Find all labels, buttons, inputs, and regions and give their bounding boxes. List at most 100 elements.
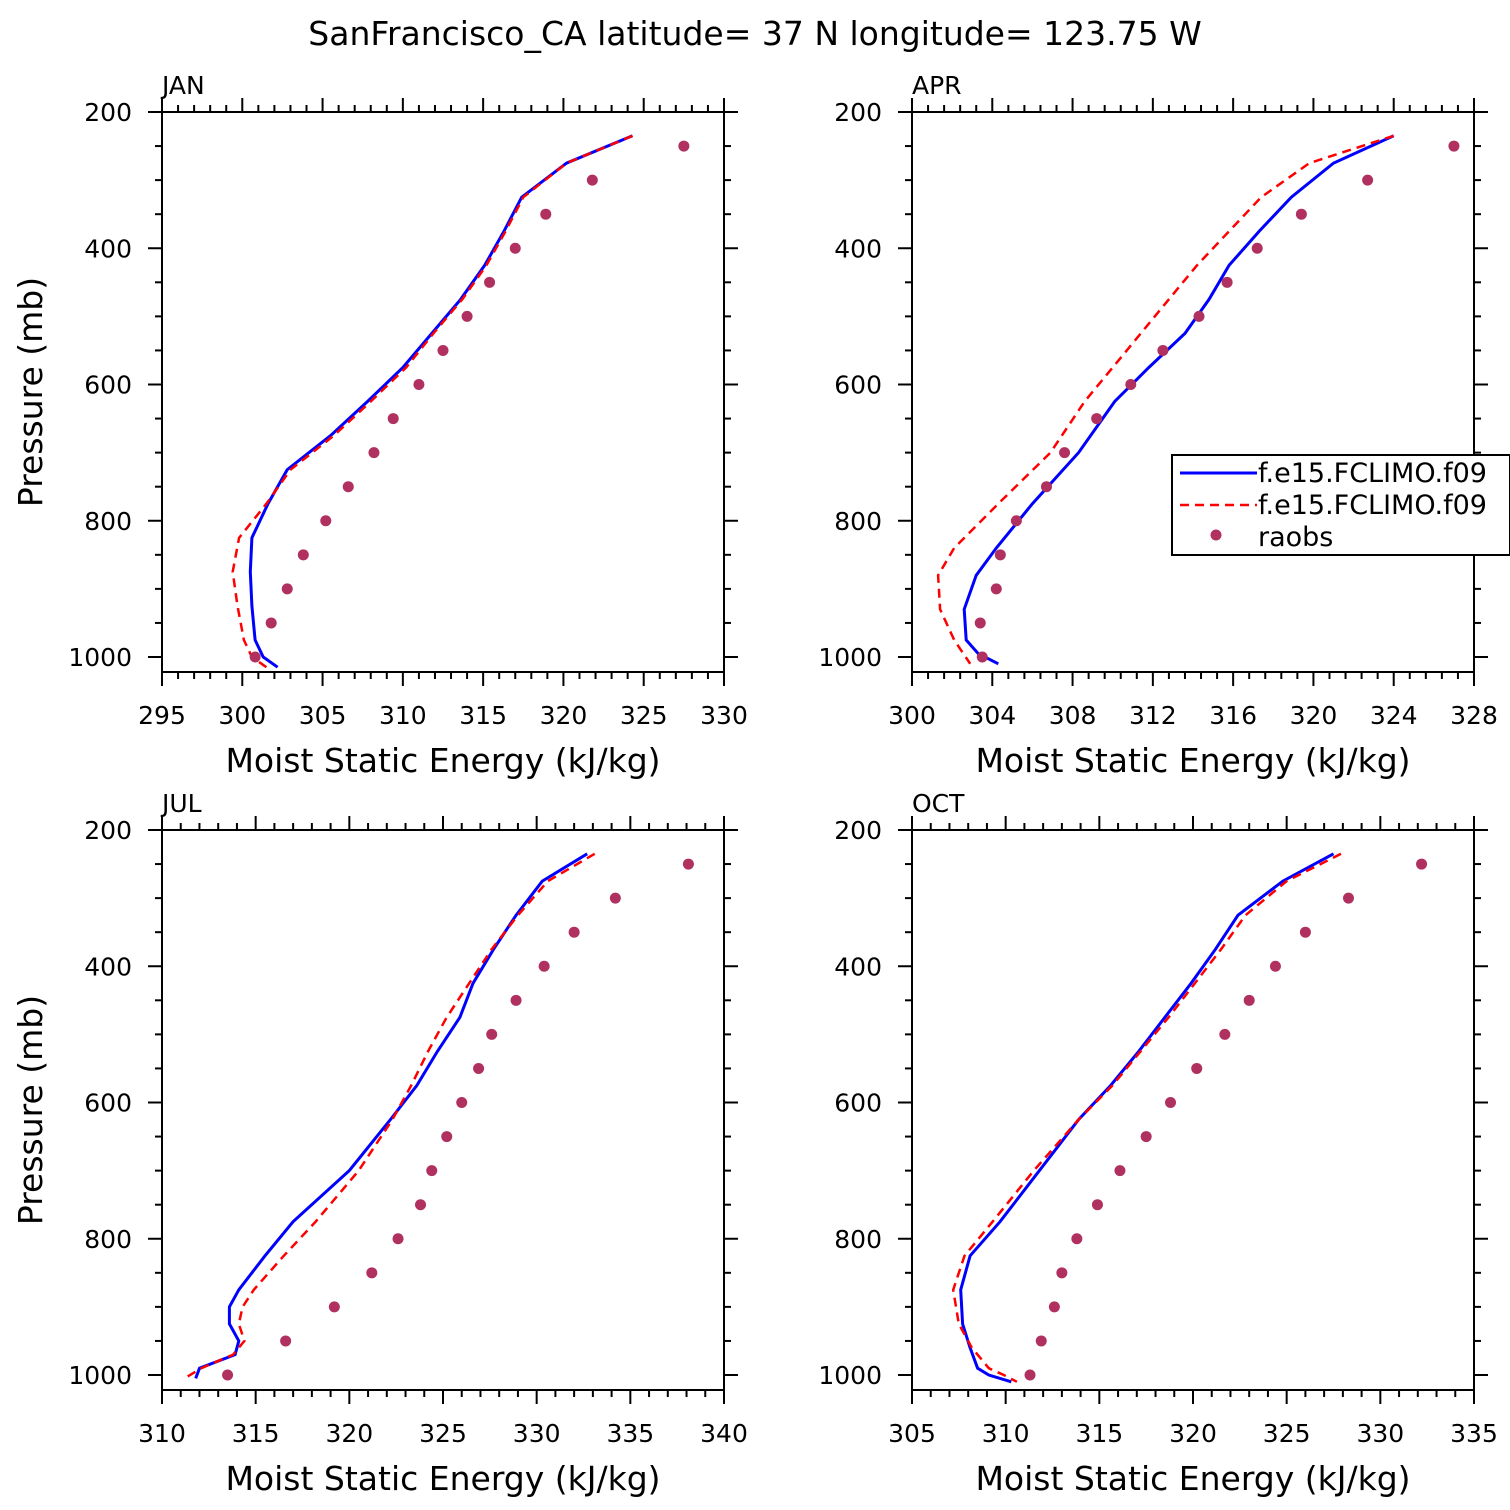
raobs-point xyxy=(1193,310,1205,322)
raobs-point xyxy=(974,617,986,629)
legend-entry-1: f.e15.FCLIMO.f09 xyxy=(1258,490,1487,521)
y-tick-label: 400 xyxy=(834,234,882,263)
y-tick-label: 800 xyxy=(834,1225,882,1254)
series-line-model-solid xyxy=(959,852,1335,1384)
raobs-point xyxy=(1056,1267,1068,1279)
y-tick-label: 600 xyxy=(84,371,132,400)
x-tick-label: 300 xyxy=(218,701,266,730)
legend-entry-2: raobs xyxy=(1258,522,1333,553)
x-axis-label: Moist Static Energy (kJ/kg) xyxy=(975,1459,1410,1498)
raobs-point xyxy=(1251,242,1263,254)
raobs-point xyxy=(540,208,552,220)
y-tick-label: 400 xyxy=(84,952,132,981)
raobs-point xyxy=(461,310,473,322)
series-line-model-dashed xyxy=(231,134,633,669)
y-axis-label: Pressure (mb) xyxy=(11,995,50,1225)
legend-swatch-marker xyxy=(1210,529,1222,541)
raobs-point xyxy=(678,140,690,152)
raobs-point xyxy=(415,1199,427,1211)
raobs-point xyxy=(1048,1301,1060,1313)
x-tick-label: 315 xyxy=(232,1419,280,1448)
raobs-point xyxy=(1448,140,1460,152)
y-tick-label: 400 xyxy=(84,234,132,263)
y-axis-label: Pressure (mb) xyxy=(11,277,50,507)
raobs-point xyxy=(994,549,1006,561)
raobs-point xyxy=(441,1131,453,1143)
raobs-point xyxy=(1059,447,1071,459)
x-tick-label: 320 xyxy=(1169,1419,1217,1448)
raobs-point xyxy=(222,1369,234,1381)
x-tick-label: 330 xyxy=(1356,1419,1404,1448)
y-tick-label: 1000 xyxy=(68,1361,132,1390)
x-axis-label: Moist Static Energy (kJ/kg) xyxy=(975,741,1410,780)
raobs-point xyxy=(437,344,449,356)
raobs-point xyxy=(366,1267,378,1279)
x-tick-label: 320 xyxy=(1290,701,1338,730)
raobs-point xyxy=(1221,276,1233,288)
x-tick-label: 340 xyxy=(700,1419,748,1448)
raobs-point xyxy=(1125,379,1137,390)
x-tick-label: 310 xyxy=(982,1419,1030,1448)
x-tick-label: 335 xyxy=(606,1419,654,1448)
raobs-point xyxy=(538,960,550,972)
raobs-point xyxy=(484,276,496,288)
raobs-point xyxy=(281,583,293,595)
x-axis-label: Moist Static Energy (kJ/kg) xyxy=(225,741,660,780)
raobs-point xyxy=(1191,1062,1203,1074)
raobs-point xyxy=(328,1301,340,1313)
panel-apr: APR 300 304 308 312 316 320 324 328 1000 800 600 400… xyxy=(818,71,1510,780)
raobs-point xyxy=(387,413,399,425)
raobs-point xyxy=(1269,960,1281,972)
panel-jan: JAN 295 300 305 310 315 320 325 330 1000 800 600 400… xyxy=(11,71,748,780)
raobs-point xyxy=(280,1335,292,1347)
raobs-point xyxy=(486,1028,498,1040)
legend-entry-0: f.e15.FCLIMO.f09 xyxy=(1258,458,1487,489)
raobs-point xyxy=(1140,1131,1152,1143)
x-tick-label: 315 xyxy=(459,701,507,730)
raobs-point xyxy=(1071,1233,1083,1245)
y-tick-label: 800 xyxy=(834,507,882,536)
x-tick-label: 324 xyxy=(1370,701,1418,730)
raobs-point xyxy=(265,617,277,629)
raobs-point xyxy=(1091,1199,1103,1211)
raobs-point xyxy=(1299,926,1311,938)
y-tick-label: 200 xyxy=(84,816,132,845)
x-tick-label: 325 xyxy=(1263,1419,1311,1448)
x-tick-label: 308 xyxy=(1049,701,1097,730)
raobs-point xyxy=(368,447,380,459)
figure-title: SanFrancisco_CA latitude= 37 N longitude… xyxy=(308,14,1201,53)
x-tick-label: 295 xyxy=(138,701,186,730)
x-tick-label: 304 xyxy=(968,701,1016,730)
raobs-point xyxy=(510,994,522,1006)
raobs-point xyxy=(320,515,332,527)
raobs-point xyxy=(990,583,1002,595)
raobs-point xyxy=(568,926,580,938)
raobs-point xyxy=(426,1165,438,1177)
x-tick-label: 325 xyxy=(620,701,668,730)
x-tick-label: 300 xyxy=(888,701,936,730)
series-line-model-dashed xyxy=(951,852,1342,1383)
raobs-point xyxy=(976,651,988,663)
plot-frame xyxy=(911,829,1475,1391)
x-tick-label: 316 xyxy=(1209,701,1257,730)
y-tick-label: 400 xyxy=(834,952,882,981)
x-tick-label: 330 xyxy=(513,1419,561,1448)
series-line-model-dashed xyxy=(936,134,1395,665)
plot-frame xyxy=(161,111,725,673)
x-axis-label: Moist Static Energy (kJ/kg) xyxy=(225,1459,660,1498)
raobs-point xyxy=(473,1062,485,1074)
x-tick-label: 330 xyxy=(700,701,748,730)
y-tick-label: 1000 xyxy=(818,1361,882,1390)
raobs-point xyxy=(1114,1165,1126,1177)
raobs-point xyxy=(392,1233,404,1245)
plot-frame xyxy=(911,111,1475,673)
raobs-point xyxy=(1342,892,1354,904)
x-tick-label: 335 xyxy=(1450,1419,1498,1448)
y-tick-label: 600 xyxy=(84,1089,132,1118)
x-tick-label: 312 xyxy=(1129,701,1177,730)
x-tick-label: 328 xyxy=(1450,701,1498,730)
x-tick-label: 305 xyxy=(888,1419,936,1448)
y-tick-label: 200 xyxy=(84,98,132,127)
series-line-model-dashed xyxy=(183,852,596,1380)
